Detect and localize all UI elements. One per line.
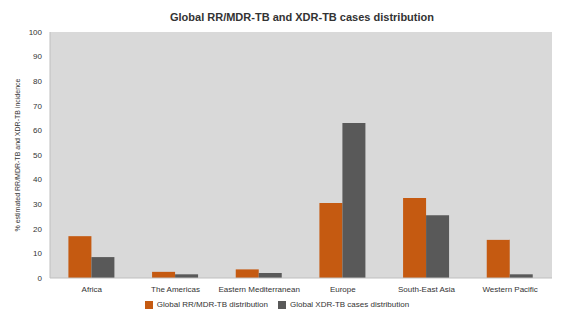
svg-text:50: 50 — [33, 151, 42, 160]
svg-text:70: 70 — [33, 102, 42, 111]
svg-text:90: 90 — [33, 52, 42, 61]
svg-text:40: 40 — [33, 175, 42, 184]
svg-text:20: 20 — [33, 225, 42, 234]
svg-text:Europe: Europe — [330, 285, 356, 294]
svg-text:South-East Asia: South-East Asia — [398, 285, 455, 294]
svg-text:0: 0 — [38, 274, 43, 283]
svg-text:60: 60 — [33, 126, 42, 135]
svg-text:100: 100 — [29, 28, 43, 37]
html-text:Global RR/MDR-TB distribution: Global RR/MDR-TB distribution — [156, 300, 268, 309]
svg-text:80: 80 — [33, 77, 42, 86]
svg-text:The Americas: The Americas — [151, 285, 200, 294]
svg-text:10: 10 — [33, 249, 42, 258]
svg-text:30: 30 — [33, 200, 42, 209]
html-text:Global XDR-TB cases distributi: Global XDR-TB cases distribution — [290, 300, 410, 309]
html-text:Global RR/MDR-TB and XDR-TB ca: Global RR/MDR-TB and XDR-TB cases distri… — [170, 11, 434, 23]
svg-text:Eastern Mediterranean: Eastern Mediterranean — [218, 285, 299, 294]
svg-text:% estimated RR/MDR-TB and XDR-: % estimated RR/MDR-TB and XDR-TB inciden… — [14, 78, 21, 231]
svg-text:Western Pacific: Western Pacific — [482, 285, 537, 294]
svg-text:Africa: Africa — [82, 285, 103, 294]
